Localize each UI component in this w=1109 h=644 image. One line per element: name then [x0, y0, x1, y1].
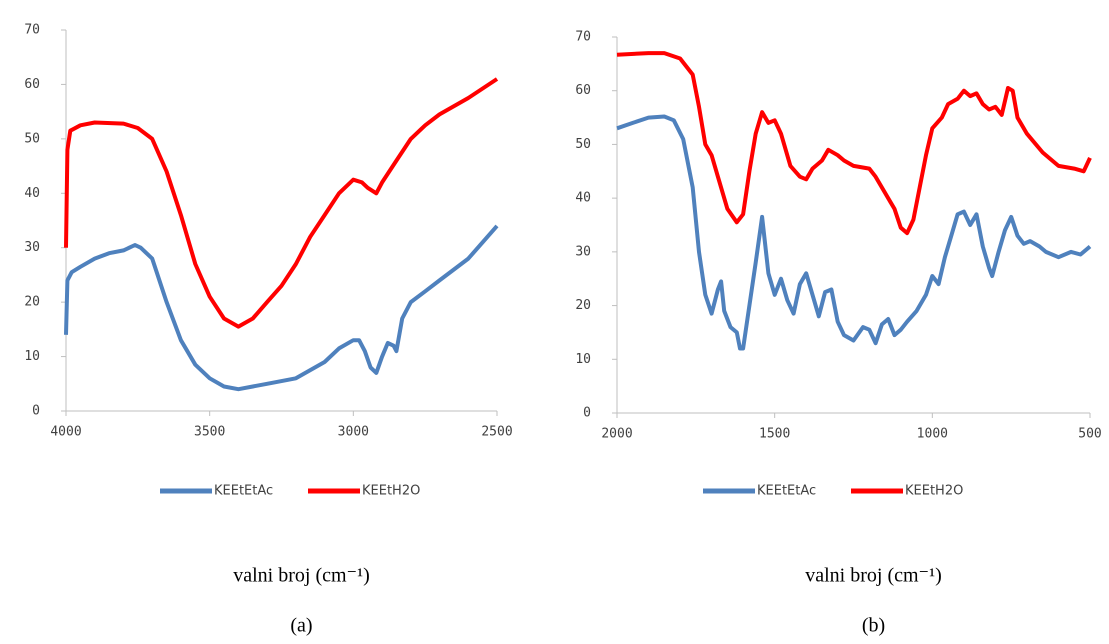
caption: (b) [862, 615, 885, 637]
y-tick-label: 40 [24, 186, 40, 201]
series-line [64, 224, 499, 392]
legend-label: KEEtEtAc [757, 484, 816, 499]
series-line [616, 114, 1092, 351]
x-tick-label: 4000 [50, 425, 81, 440]
y-tick-label: 70 [24, 23, 40, 38]
legend-label: KEEtH2O [362, 484, 420, 499]
x-tick-label: 2000 [601, 427, 632, 442]
x-tick-label: 2500 [481, 425, 512, 440]
y-tick-label: 20 [24, 295, 40, 310]
legend-label: KEEtEtAc [214, 484, 273, 499]
y-tick-label: 20 [575, 298, 591, 313]
y-tick-label: 0 [32, 404, 40, 419]
x-axis-label: valni broj (cm⁻¹) [233, 565, 370, 587]
y-tick-label: 10 [575, 352, 591, 367]
y-tick-label: 60 [575, 83, 591, 98]
series-line [616, 51, 1092, 236]
y-tick-label: 30 [24, 240, 40, 255]
caption: (a) [290, 615, 312, 637]
x-tick-label: 3500 [194, 425, 225, 440]
y-tick-label: 60 [24, 77, 40, 92]
y-tick-label: 40 [575, 191, 591, 206]
x-axis-label: valni broj (cm⁻¹) [805, 565, 942, 587]
legend-label: KEEtH2O [905, 484, 963, 499]
y-tick-label: 70 [575, 30, 591, 45]
x-tick-label: 1500 [759, 427, 790, 442]
y-tick-label: 50 [24, 131, 40, 146]
y-tick-label: 0 [583, 406, 591, 421]
y-tick-label: 30 [575, 244, 591, 259]
y-tick-label: 50 [575, 137, 591, 152]
x-tick-label: 1000 [917, 427, 948, 442]
y-tick-label: 10 [24, 349, 40, 364]
x-tick-label: 3000 [338, 425, 369, 440]
x-tick-label: 500 [1078, 427, 1101, 442]
series-line [64, 77, 499, 329]
